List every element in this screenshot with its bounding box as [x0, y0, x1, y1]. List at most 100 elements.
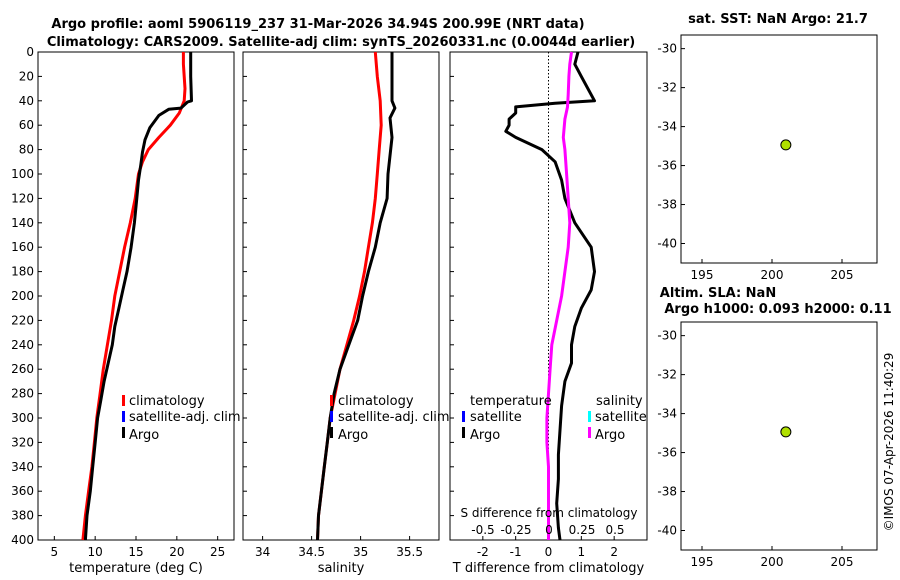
salinity-legend: climatology satellite-adj. clim Argo	[330, 394, 450, 443]
x-tick-label: 200	[761, 555, 784, 569]
y-tick-label: 60	[19, 118, 34, 132]
series-line-s-difference	[545, 51, 573, 540]
s-tick-label: -0.5	[471, 523, 494, 537]
x-tick-label: 10	[88, 545, 103, 559]
float-location-marker	[780, 426, 792, 438]
x-tick-label: 34.5	[298, 545, 325, 559]
legend-label-t-argo: Argo	[470, 428, 500, 443]
temperature-legend: climatology satellite-adj. clim Argo	[122, 394, 241, 443]
y-tick-label: 300	[11, 411, 34, 425]
x-tick-label: 200	[761, 268, 784, 282]
title-line1: Argo profile: aoml 5906119_237 31-Mar-20…	[51, 17, 584, 32]
s-tick-label: 0.25	[569, 523, 596, 537]
y-tick-label: -34	[657, 120, 677, 134]
s-tick-label: 0	[545, 523, 553, 537]
salinity-panel: 34 34.5 35 35.5 salinity	[242, 51, 440, 576]
imos-stamp: ©IMOS 07-Apr-2026 11:40:29	[882, 353, 896, 532]
legend-swatch-climatology	[330, 395, 333, 406]
y-tick-label: -38	[657, 198, 677, 212]
s-tick-label: -0.25	[500, 523, 531, 537]
legend-swatch-argo	[122, 427, 125, 438]
sla-map-title-line1: Altim. SLA: NaN	[660, 286, 776, 301]
y-tick-label: 160	[11, 240, 34, 254]
x-tick-label: 15	[128, 545, 143, 559]
y-tick-label: 380	[11, 509, 34, 523]
legend-label-satellite: satellite-adj. clim	[338, 410, 450, 425]
y-tick-label: 240	[11, 338, 34, 352]
x-tick-label: 25	[210, 545, 225, 559]
y-tick-label: 260	[11, 362, 34, 376]
legend-label-climatology: climatology	[129, 394, 205, 409]
x-tick-label: 1	[578, 545, 586, 559]
x-tick-label: 35	[353, 545, 368, 559]
x-axis-label: salinity	[318, 561, 365, 576]
x-tick-label: 20	[169, 545, 184, 559]
y-tick-label: 100	[11, 167, 34, 181]
title-line2: Climatology: CARS2009. Satellite-adj cli…	[47, 35, 635, 50]
y-tick-label: 200	[11, 289, 34, 303]
sla-map-panel: 195 200 205 -30 -32 -34 -36 -38 -40	[657, 321, 878, 569]
y-tick-label: 400	[11, 533, 34, 547]
sst-map-title: sat. SST: NaN Argo: 21.7	[688, 12, 868, 27]
legend-swatch-t-argo	[462, 427, 465, 438]
x-tick-label: 34	[255, 545, 270, 559]
y-tick-label: -30	[657, 42, 677, 56]
float-location-marker	[780, 139, 792, 151]
legend-heading-temperature: temperature	[470, 394, 552, 409]
x-axis-label: T difference from climatology	[452, 561, 645, 576]
series-line-argo	[83, 52, 193, 541]
y-tick-label: 0	[26, 45, 34, 59]
y-tick-label: -36	[657, 446, 677, 460]
axes-frame	[37, 51, 235, 541]
sst-map-panel: 195 200 205 -30 -32 -34 -36 -38 -40	[657, 34, 878, 282]
y-tick-label: 320	[11, 435, 34, 449]
legend-swatch-satellite	[122, 411, 125, 422]
y-tick-label: 360	[11, 484, 34, 498]
legend-heading-salinity: salinity	[596, 394, 643, 409]
y-tick-label: 120	[11, 191, 34, 205]
y-tick-label: -40	[657, 524, 677, 538]
legend-swatch-s-argo	[588, 427, 591, 438]
y-tick-label: 180	[11, 265, 34, 279]
legend-swatch-s-satellite	[588, 411, 591, 422]
x-tick-label: 195	[691, 268, 714, 282]
x-tick-label: -2	[477, 545, 489, 559]
series-line-t-difference	[504, 51, 596, 541]
legend-swatch-satellite	[330, 411, 333, 422]
y-tick-label: -32	[657, 368, 677, 382]
x-tick-label: 2	[610, 545, 618, 559]
y-tick-label: 220	[11, 313, 34, 327]
y-tick-label: 20	[19, 69, 34, 83]
x-tick-label: -1	[510, 545, 522, 559]
temperature-panel: 5 10 15 20 25 0 20 40 60 80 100 120 140 160 180 200 220 2…	[11, 45, 235, 576]
y-tick-label: -34	[657, 407, 677, 421]
legend-label-t-satellite: satellite	[470, 410, 522, 425]
x-axis-label: temperature (deg C)	[69, 561, 203, 576]
series-line-climatology	[316, 51, 383, 541]
x-tick-label: 5	[51, 545, 59, 559]
series-line-argo	[316, 52, 397, 541]
x-tick-label: 35.5	[396, 545, 423, 559]
legend-label-satellite: satellite-adj. clim	[129, 410, 241, 425]
s-tick-label: 0.5	[605, 523, 624, 537]
difference-legend: temperature salinity satellite Argo sate…	[462, 394, 647, 443]
axes-frame	[680, 34, 878, 264]
x-tick-label: 0	[545, 545, 553, 559]
x-tick-label: 205	[831, 555, 854, 569]
legend-swatch-argo	[330, 427, 333, 438]
axes-frame	[680, 321, 878, 551]
legend-label-argo: Argo	[338, 428, 368, 443]
y-tick-label: -32	[657, 81, 677, 95]
legend-label-s-satellite: satellite	[595, 410, 647, 425]
difference-panel: -2 -1 0 1 2 T difference from climatology	[449, 51, 648, 576]
legend-label-s-argo: Argo	[595, 428, 625, 443]
sla-map-title-line2: Argo h1000: 0.093 h2000: 0.11	[664, 302, 891, 317]
y-tick-label: -38	[657, 485, 677, 499]
x-tick-label: 195	[691, 555, 714, 569]
s-difference-title: S difference from climatology	[461, 506, 638, 520]
y-tick-label: 280	[11, 387, 34, 401]
s-difference-axis-labels: S difference from climatology -0.5 -0.25…	[461, 506, 638, 537]
y-tick-label: -30	[657, 329, 677, 343]
legend-label-climatology: climatology	[338, 394, 414, 409]
